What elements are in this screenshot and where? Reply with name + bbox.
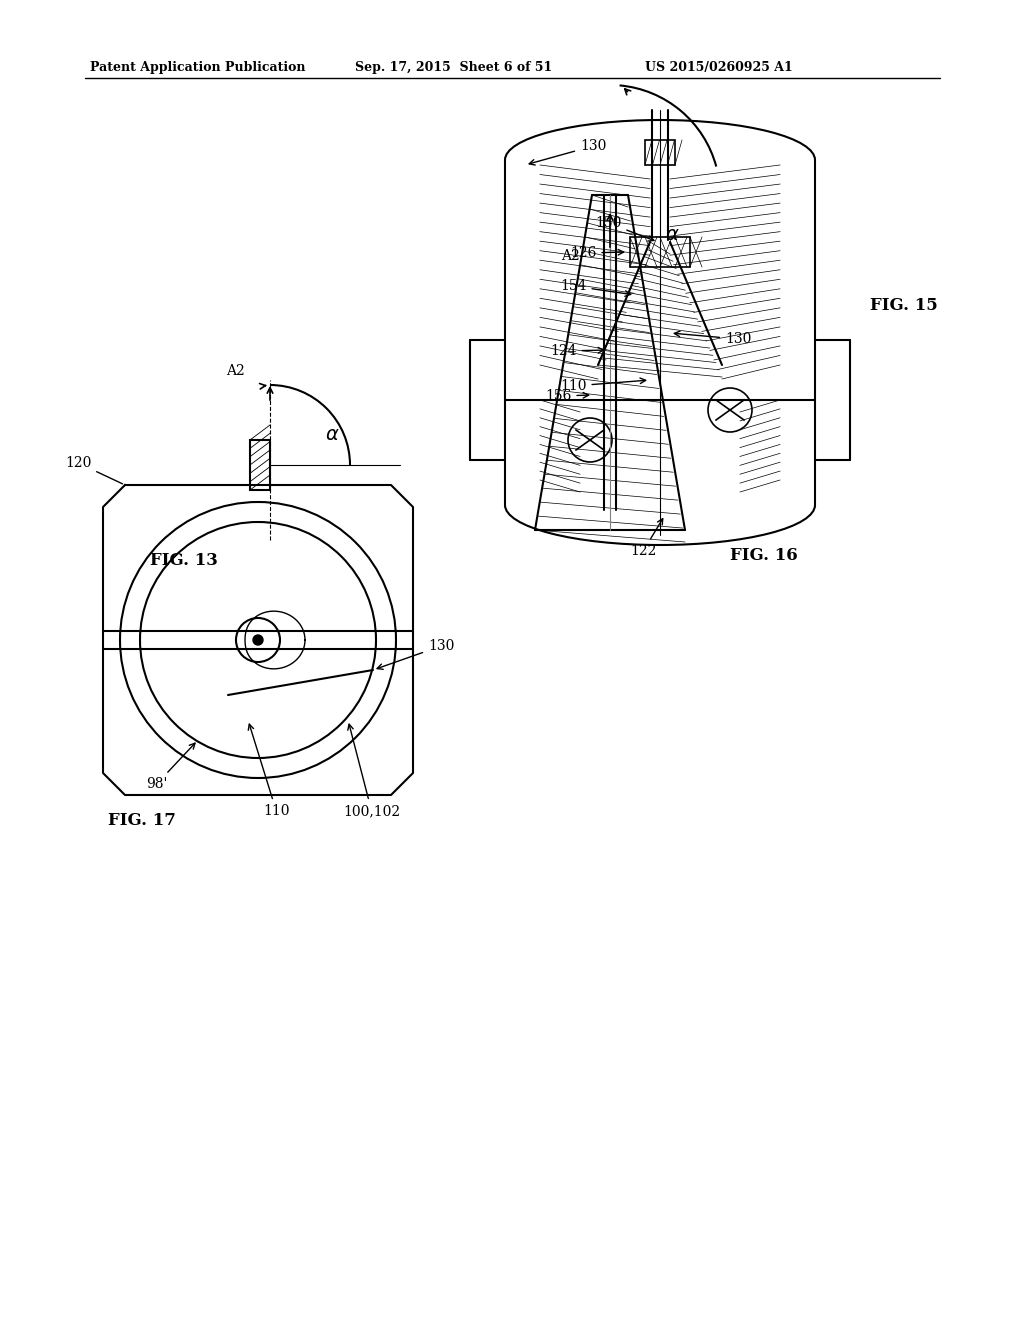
Bar	[630, 238, 690, 267]
Text: $\alpha$: $\alpha$	[665, 226, 680, 244]
Text: 110: 110	[248, 725, 290, 818]
Text: A2: A2	[561, 249, 580, 263]
Text: $\alpha$: $\alpha$	[325, 426, 340, 444]
Text: 120: 120	[65, 455, 123, 484]
Text: 130: 130	[377, 639, 455, 669]
Bar	[645, 140, 675, 165]
Text: 124: 124	[550, 345, 604, 358]
Text: 156: 156	[545, 389, 589, 403]
Circle shape	[253, 635, 263, 645]
Text: US 2015/0260925 A1: US 2015/0260925 A1	[645, 62, 793, 74]
Text: FIG. 17: FIG. 17	[108, 812, 176, 829]
Text: 126: 126	[570, 246, 624, 260]
Text: Patent Application Publication: Patent Application Publication	[90, 62, 305, 74]
Text: 100,102: 100,102	[343, 725, 400, 818]
Text: 130: 130	[529, 139, 606, 165]
Text: FIG. 13: FIG. 13	[150, 552, 218, 569]
Text: 130: 130	[675, 331, 752, 346]
Text: 154: 154	[560, 279, 631, 296]
Text: 110: 110	[560, 378, 646, 393]
Text: 150: 150	[595, 216, 654, 242]
Text: 122: 122	[630, 519, 663, 558]
Text: 98': 98'	[146, 743, 195, 791]
Text: FIG. 16: FIG. 16	[730, 546, 798, 564]
Text: FIG. 15: FIG. 15	[870, 297, 938, 314]
Text: Sep. 17, 2015  Sheet 6 of 51: Sep. 17, 2015 Sheet 6 of 51	[355, 62, 552, 74]
Text: A2: A2	[226, 364, 245, 378]
Bar	[250, 440, 270, 490]
